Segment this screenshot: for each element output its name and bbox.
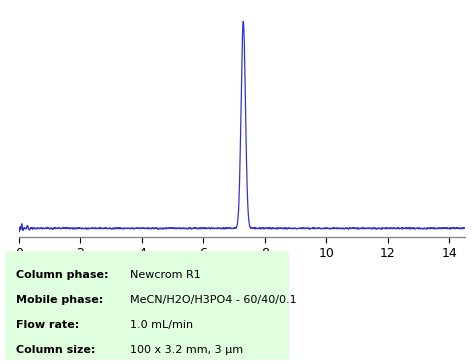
Text: Newcrom R1: Newcrom R1 xyxy=(130,270,201,280)
Text: Column size:: Column size: xyxy=(16,345,95,355)
Text: MeCN/H2O/H3PO4 - 60/40/0.1: MeCN/H2O/H3PO4 - 60/40/0.1 xyxy=(130,295,297,305)
Text: 1.0 mL/min: 1.0 mL/min xyxy=(130,320,193,330)
Text: Flow rate:: Flow rate: xyxy=(16,320,79,330)
Text: Column phase:: Column phase: xyxy=(16,270,109,280)
Text: Mobile phase:: Mobile phase: xyxy=(16,295,103,305)
Text: 100 x 3.2 mm, 3 μm: 100 x 3.2 mm, 3 μm xyxy=(130,345,243,355)
